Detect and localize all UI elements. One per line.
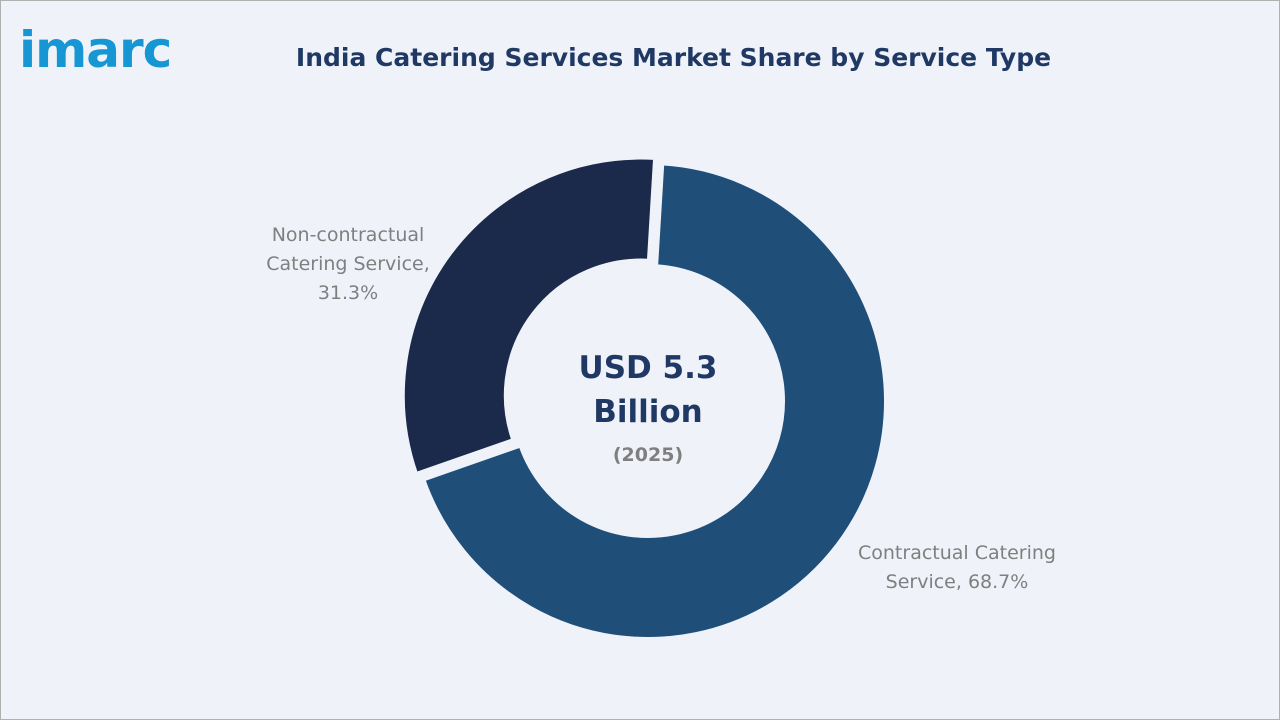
center-sublabel: (2025) [612, 444, 684, 466]
donut-slice [400, 155, 658, 477]
chart-title: India Catering Services Market Share by … [295, 43, 1052, 72]
donut-slice [420, 161, 888, 641]
center-label: USD 5.3 Billion [578, 350, 718, 430]
logo: imarc [19, 21, 172, 79]
data-label: Non-contractual Catering Service, 31.3% [266, 224, 430, 304]
data-label: Contractual Catering Service, 68.7% [858, 542, 1056, 593]
